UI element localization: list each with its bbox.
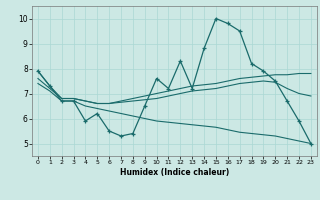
X-axis label: Humidex (Indice chaleur): Humidex (Indice chaleur) (120, 168, 229, 177)
